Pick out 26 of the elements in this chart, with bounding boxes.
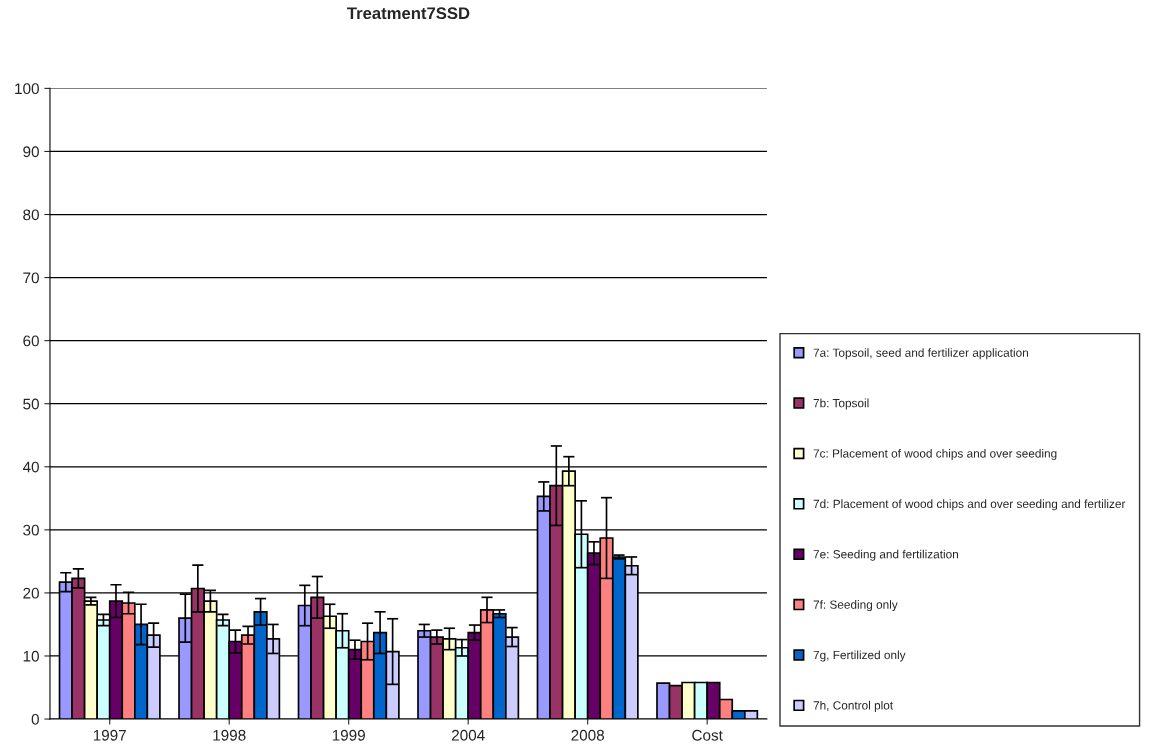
legend-label: 7g, Fertilized only [813, 650, 906, 662]
legend-label: 7e: Seeding and fertilization [813, 549, 958, 561]
y-tick-label: 70 [23, 272, 39, 284]
x-tick-label: 1997 [93, 729, 126, 741]
y-tick-label: 50 [23, 398, 39, 410]
y-tick-label: 0 [31, 713, 39, 725]
legend-label: 7a: Topsoil, seed and fertilizer application [813, 348, 1028, 360]
y-tick-label: 40 [22, 461, 39, 473]
legend-label: 7d: Placement of wood chips and over seeding and fertilizer [813, 499, 1126, 511]
x-tick-label: 2004 [451, 729, 485, 741]
y-tick-label: 80 [23, 209, 39, 221]
legend-label: 7c: Placement of wood chips and over seeding [813, 448, 1057, 460]
x-tick-label: 1998 [213, 729, 246, 741]
y-tick-label: 100 [15, 83, 39, 95]
y-tick-label: 90 [23, 146, 39, 158]
legend-label: 7f: Seeding only [813, 600, 898, 612]
x-tick-label: 1999 [332, 729, 365, 741]
legend-label: 7h, Control plot [813, 700, 894, 712]
x-tick-label: Cost [692, 729, 723, 741]
y-tick-label: 10 [23, 650, 39, 662]
y-tick-label: 30 [23, 524, 39, 536]
x-tick-label: 2008 [571, 729, 605, 741]
chart-title: Treatment7SSD [347, 7, 470, 20]
y-tick-label: 20 [23, 587, 39, 599]
legend-label: 7b: Topsoil [813, 398, 869, 410]
y-tick-label: 60 [23, 335, 39, 347]
